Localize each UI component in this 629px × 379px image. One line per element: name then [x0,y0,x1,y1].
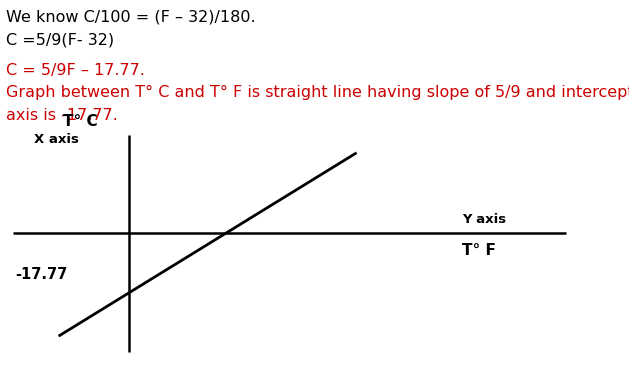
Text: axis is -17.77.: axis is -17.77. [6,108,118,123]
Text: Y axis: Y axis [462,213,506,226]
Text: C =5/9(F- 32): C =5/9(F- 32) [6,32,114,47]
Text: Graph between T° C and T° F is straight line having slope of 5/9 and intercept o: Graph between T° C and T° F is straight … [6,85,629,100]
Text: T° C: T° C [63,114,97,129]
Text: C = 5/9F – 17.77.: C = 5/9F – 17.77. [6,63,145,78]
Text: T° F: T° F [462,243,496,258]
Text: We know C/100 = (F – 32)/180.: We know C/100 = (F – 32)/180. [6,9,256,25]
Text: X axis: X axis [34,133,79,146]
Text: -17.77: -17.77 [16,267,68,282]
